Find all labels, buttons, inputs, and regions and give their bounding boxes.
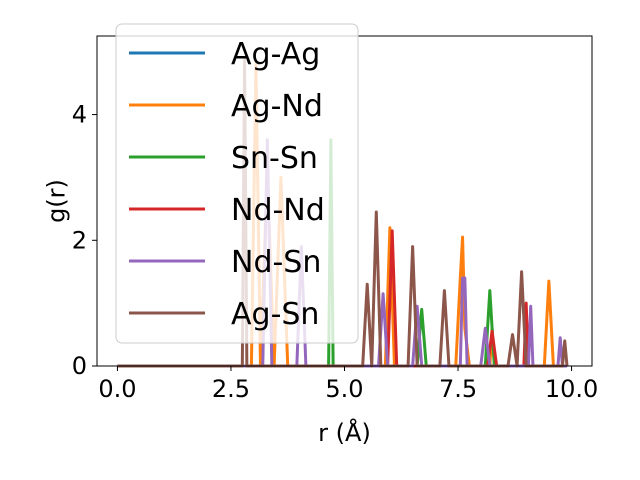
legend: Ag-Ag Ag-Nd Sn-Sn Nd-Nd Nd-Sn Ag-Sn	[115, 23, 359, 344]
x-tick-label: 2.5	[212, 375, 250, 403]
y-axis-ticks: 0 2 4	[72, 101, 97, 380]
x-tick-label: 10.0	[545, 375, 598, 403]
x-tick-label: 0.0	[98, 375, 136, 403]
legend-label-ag-nd: Ag-Nd	[231, 89, 323, 124]
legend-label-ag-ag: Ag-Ag	[231, 37, 320, 72]
y-axis-label: g(r)	[42, 179, 70, 223]
x-axis-label: r (Å)	[318, 418, 371, 447]
x-axis-ticks: 0.0 2.5 5.0 7.5 10.0	[98, 366, 598, 403]
x-tick-label: 5.0	[325, 375, 363, 403]
y-tick-label: 2	[72, 226, 87, 254]
series-line-nd-nd	[117, 229, 568, 368]
legend-label-nd-nd: Nd-Nd	[231, 193, 325, 228]
legend-label-sn-sn: Sn-Sn	[231, 141, 318, 176]
y-tick-label: 4	[72, 101, 87, 129]
legend-label-ag-sn: Ag-Sn	[231, 297, 319, 332]
y-tick-label: 0	[72, 352, 87, 380]
x-tick-label: 7.5	[439, 375, 477, 403]
legend-label-nd-sn: Nd-Sn	[231, 245, 321, 280]
